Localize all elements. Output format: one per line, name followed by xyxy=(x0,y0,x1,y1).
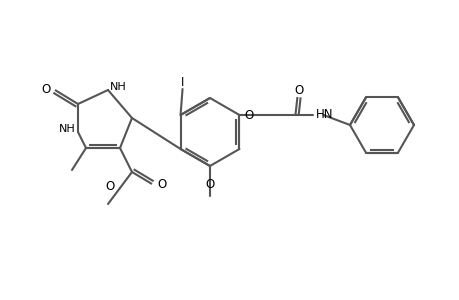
Text: O: O xyxy=(106,181,115,194)
Text: O: O xyxy=(42,82,51,95)
Text: HN: HN xyxy=(315,107,332,121)
Text: O: O xyxy=(294,83,303,97)
Text: NH: NH xyxy=(110,82,127,92)
Text: I: I xyxy=(180,76,184,88)
Text: NH: NH xyxy=(59,124,76,134)
Text: O: O xyxy=(244,109,253,122)
Text: O: O xyxy=(157,178,166,190)
Text: O: O xyxy=(205,178,214,191)
